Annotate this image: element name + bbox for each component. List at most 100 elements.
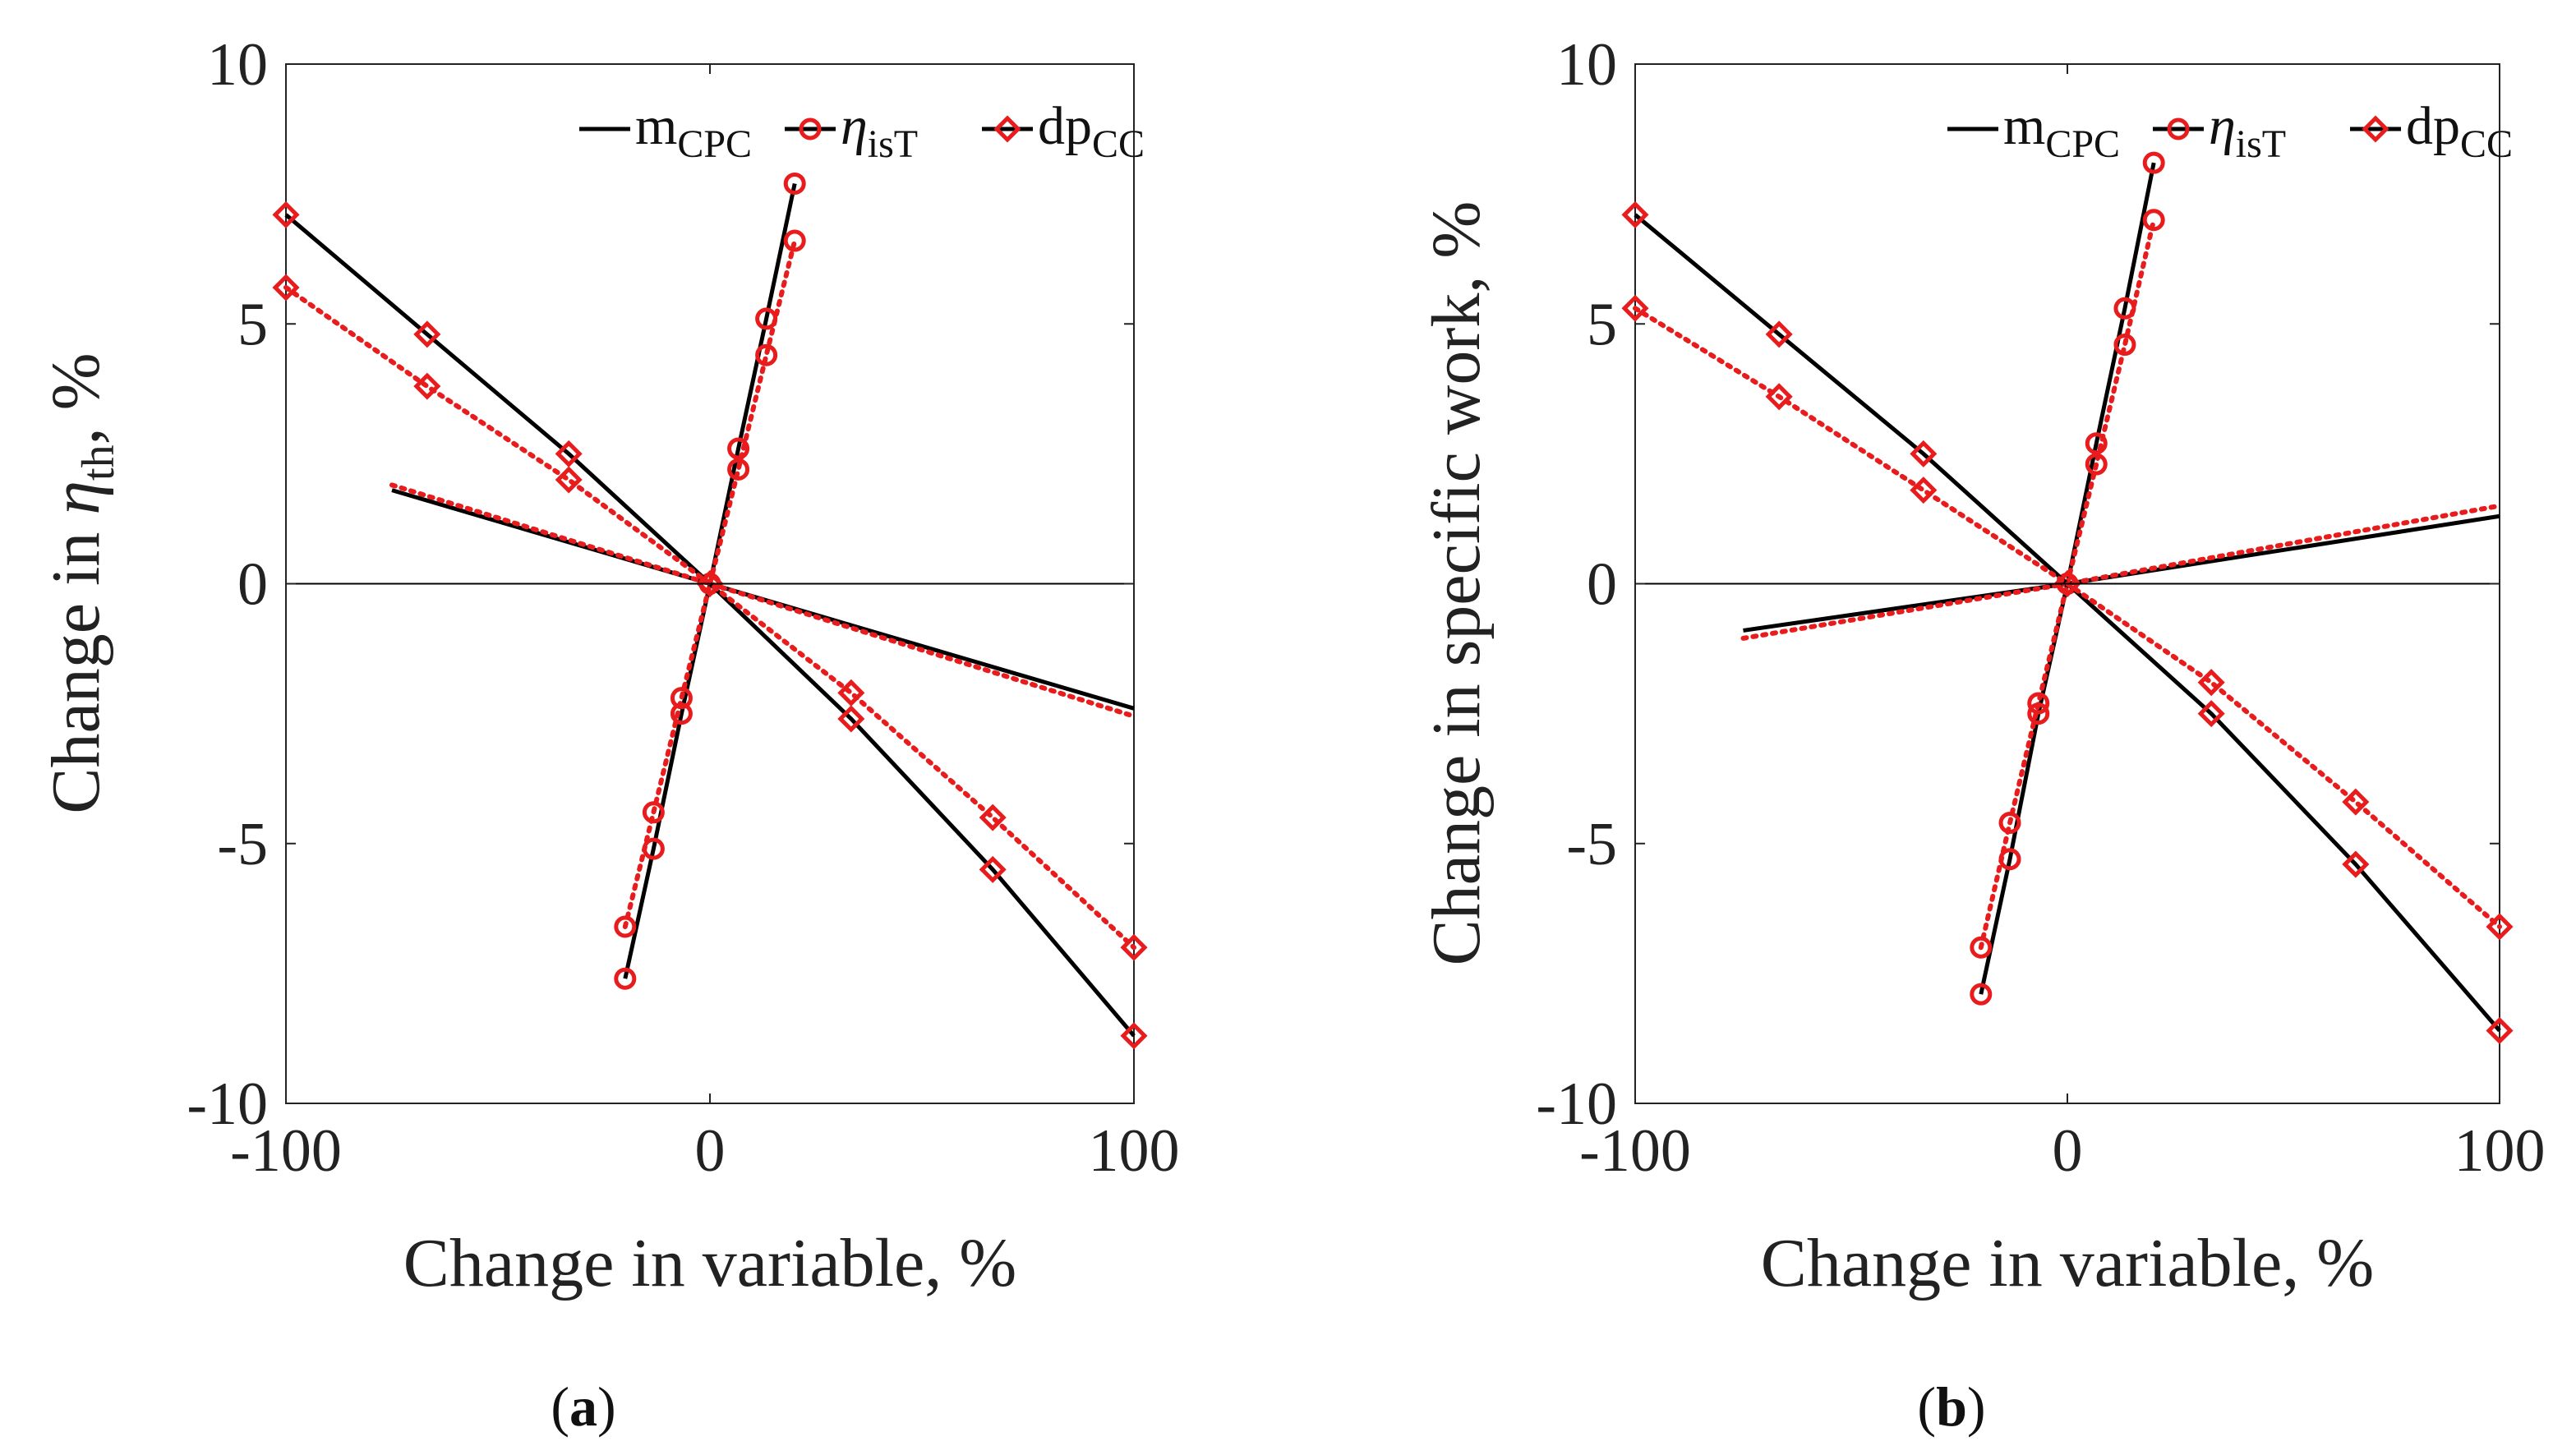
legend-marker-b [2167,117,2190,140]
x-tick-label-b: -100 [1579,1117,1691,1185]
legend-label-sub: CPC [2045,122,2120,166]
data-point-eta-ist-b [1970,983,1993,1006]
y-tick-label-a: 5 [237,291,268,358]
legend-label-sub: CC [1092,122,1145,166]
data-point-dp-cc-a [555,440,583,467]
data-point-eta-ist-b [2142,151,2165,174]
legend-b: mCPC ηisT dpCC [1947,96,2513,166]
y-axis-label-a: Change in ηth, % [38,352,124,813]
y-tick-label-a: 10 [207,31,268,99]
x-tick-label-a: 100 [1089,1117,1180,1185]
legend-marker-a [993,115,1021,143]
data-point-dp-cc-b [1765,320,1793,348]
data-point-eta-ist-a [642,801,665,824]
y-label-b-pre: Change in specific work, % [1418,201,1495,966]
data-point-eta-ist-b [1998,811,2021,834]
data-point-eta-ist-b [2142,209,2165,232]
data-point-eta-ist-b [2113,297,2136,320]
panel-label-a-open: ( [551,1375,569,1438]
x-axis-label-b: Change in variable, % [1761,1225,2374,1301]
data-point-dp-cc-b [1621,200,1649,228]
panel-label-b-open: ( [1917,1375,1936,1438]
data-point-dp-cc-b [1910,477,1938,504]
data-point-dp-cc-b [2486,1016,2514,1044]
series-group-b [1621,151,2514,1044]
data-point-eta-ist-a [755,343,778,366]
data-point-dp-cc-a [413,320,441,348]
legend-label-b: mCPC [2003,96,2120,166]
y-tick-label-b: 10 [1556,31,1617,99]
y-tick-label-b: -10 [1536,1071,1617,1138]
legend-label-sub: CC [2460,122,2513,166]
data-point-dp-cc-a [555,466,583,494]
legend-label-a: ηisT [841,96,918,166]
chart-b: Change in specific work, % Change in var… [1418,31,2546,1438]
legend-a: mCPC ηisT dpCC [579,96,1145,166]
legend-label-main: m [635,96,677,156]
data-point-eta-ist-b [2085,432,2108,455]
y-tick-label-b: -5 [1566,811,1617,878]
x-tick-label-a: -100 [230,1117,342,1185]
data-point-eta-ist-a [614,915,637,938]
panel-label-b-close: ) [1967,1375,1986,1438]
panel-label-b: (b) [1917,1375,1985,1438]
legend-label-a: dpCC [1038,96,1145,166]
y-tick-label-b: 5 [1587,291,1617,358]
legend-label-main: η [841,96,868,156]
y-label-a-symbol: η [38,481,114,515]
legend-label-main: dp [2406,96,2460,156]
data-point-dp-cc-a [272,274,300,302]
data-point-dp-cc-b [2197,669,2225,697]
data-point-dp-cc-a [1120,933,1148,961]
data-point-eta-ist-a [670,687,693,710]
data-point-eta-ist-a [727,437,750,460]
data-point-dp-cc-b [2486,913,2514,941]
data-point-dp-cc-a [413,372,441,400]
panel-label-a-close: ) [597,1375,616,1438]
data-point-eta-ist-b [2113,334,2136,357]
panel-label-a-letter: a [569,1375,597,1438]
data-point-dp-cc-b [2342,788,2370,816]
x-tick-label-b: 0 [2053,1117,2083,1185]
y-label-a-pre: Change in [38,515,114,814]
y-axis-label-b: Change in specific work, % [1418,201,1495,966]
legend-label-b: dpCC [2406,96,2513,166]
legend-marker-b [2362,115,2389,143]
data-point-dp-cc-a [272,200,300,228]
panel-label-b-letter: b [1936,1375,1967,1438]
series-line-dp-cc-red-a [283,284,1136,951]
legend-marker-a [799,117,822,140]
y-tick-label-b: 0 [1587,551,1617,619]
data-point-dp-cc-a [837,679,865,707]
chart-a: Change in ηth, % Change in variable, % m… [38,31,1180,1438]
data-point-dp-cc-b [2197,700,2225,728]
data-point-eta-ist-a [727,458,750,481]
series-line-m-cpc-red-b [1740,503,2502,641]
data-point-dp-cc-a [837,705,865,733]
data-point-dp-cc-b [2053,569,2081,598]
legend-label-b: ηisT [2209,96,2286,166]
x-tick-label-a: 0 [695,1117,726,1185]
series-line-dp-cc-red-b [1633,306,2502,929]
series-line-m-cpc-red-a [389,482,1136,719]
legend-label-sub: isT [868,122,918,166]
data-point-eta-ist-b [2085,453,2108,476]
legend-label-main: η [2209,96,2236,156]
legend-label-a: mCPC [635,96,752,166]
y-tick-label-a: -5 [217,811,268,878]
data-point-eta-ist-b [1970,936,1993,959]
data-point-dp-cc-b [2342,850,2370,878]
y-label-a-sub: th [73,444,124,481]
series-line-dp-cc-black-a [284,213,1136,1038]
data-point-eta-ist-b [2027,692,2050,715]
data-point-eta-ist-a [783,229,806,252]
legend-label-sub: isT [2236,122,2286,166]
data-point-dp-cc-a [979,803,1007,831]
data-point-eta-ist-a [614,967,637,990]
y-tick-label-a: -10 [187,1071,268,1138]
data-point-dp-cc-b [1621,294,1649,322]
x-axis-label-a: Change in variable, % [403,1225,1016,1301]
data-point-dp-cc-b [1910,440,1938,467]
data-point-eta-ist-a [783,172,806,195]
